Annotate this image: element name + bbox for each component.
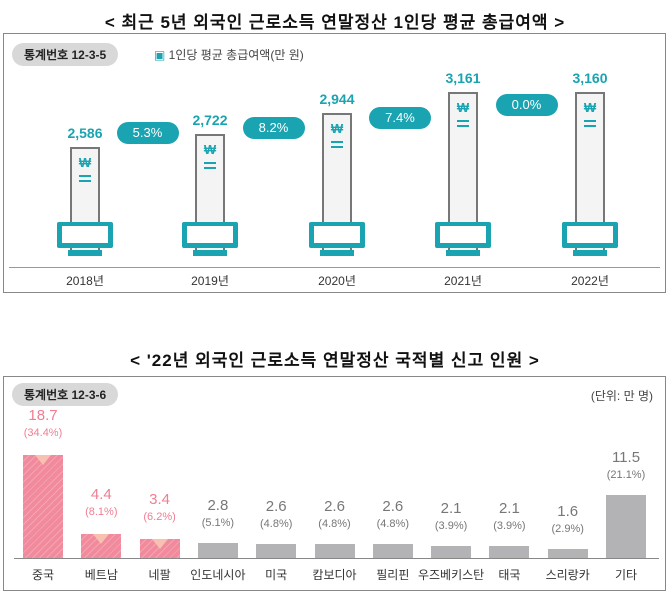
year-label: 2022년	[571, 274, 609, 288]
growth-pill: 0.0%	[495, 94, 558, 116]
category-label: 네팔	[148, 568, 171, 582]
pointer-marker	[35, 455, 51, 465]
stat-number-badge: 통계번호 12-3-5	[12, 43, 119, 66]
stat-number-badge: 통계번호 12-3-6	[12, 383, 119, 406]
category-label: 인도네시아	[190, 568, 246, 582]
value-label: 18.7	[28, 407, 58, 424]
value-label: 2.1	[498, 500, 520, 517]
monitor-stand	[573, 250, 607, 256]
share-label: (2.9%)	[551, 523, 584, 535]
receipt-line	[331, 141, 343, 143]
value-label: 2,722	[192, 112, 228, 128]
monitor-stand	[320, 250, 354, 256]
unit-label: (단위: 만 명)	[590, 389, 653, 403]
value-label: 4.4	[90, 486, 112, 503]
won-icon: ₩	[330, 121, 344, 136]
value-label: 3,160	[572, 70, 608, 86]
value-label: 11.5	[611, 449, 641, 466]
value-label: 3.4	[149, 491, 171, 508]
bar	[547, 549, 588, 558]
bar	[489, 546, 530, 558]
monitor-icon	[57, 222, 113, 248]
monitor-icon	[309, 222, 365, 248]
category-label: 중국	[31, 568, 55, 582]
receipt-line	[204, 162, 216, 164]
share-label: (4.8%)	[376, 518, 409, 530]
year-label: 2018년	[66, 274, 104, 288]
baseline	[9, 267, 660, 268]
receipt-line	[457, 125, 469, 127]
bar	[372, 544, 413, 558]
share-label: (34.4%)	[23, 427, 63, 439]
chart1-title: < 최근 5년 외국인 근로소득 연말정산 1인당 평균 총급여액 >	[104, 13, 566, 32]
share-label: (3.9%)	[434, 520, 468, 532]
receipt-line	[204, 167, 216, 169]
bar	[197, 543, 238, 558]
receipt-line	[79, 180, 91, 182]
won-icon: ₩	[78, 155, 92, 170]
pointer-marker	[151, 539, 168, 549]
value-label: 2.6	[265, 498, 287, 515]
bar	[256, 544, 297, 558]
bar	[431, 546, 472, 558]
monitor-receipt-icon: ▣	[154, 48, 169, 62]
monitor-icon	[435, 222, 491, 248]
growth-pill: 8.2%	[242, 117, 305, 139]
value-label: 2,944	[319, 91, 355, 107]
value-label: 2.6	[324, 498, 345, 515]
category-label: 우즈베키스탄	[417, 568, 485, 582]
receipt-line	[584, 125, 596, 127]
receipt-line	[331, 146, 343, 148]
bar	[23, 455, 63, 558]
won-icon: ₩	[583, 100, 597, 115]
share-label: (8.1%)	[85, 506, 118, 518]
won-icon: ₩	[456, 100, 470, 115]
share-label: (3.9%)	[493, 520, 526, 532]
category-label: 필리핀	[376, 568, 410, 582]
monitor-stand	[446, 250, 480, 256]
monitor-icon	[562, 222, 618, 248]
category-label: 스리랑카	[545, 568, 590, 582]
share-label: (4.8%)	[318, 518, 351, 530]
share-label: (5.1%)	[201, 517, 235, 529]
monitor-stand	[68, 250, 102, 256]
category-label: 기타	[614, 568, 638, 582]
share-label: (21.1%)	[606, 469, 646, 481]
baseline	[14, 558, 659, 559]
value-label: 1.6	[557, 503, 579, 520]
category-label: 미국	[265, 568, 288, 582]
pointer-marker	[93, 534, 110, 544]
bar	[606, 495, 646, 558]
year-label: 2019년	[191, 274, 229, 288]
value-label: 2,586	[67, 125, 103, 141]
category-label: 베트남	[84, 568, 118, 582]
year-label: 2021년	[444, 274, 482, 288]
share-label: (4.8%)	[259, 518, 293, 530]
monitor-stand	[193, 250, 227, 256]
year-label: 2020년	[318, 274, 356, 288]
value-label: 3,161	[445, 70, 481, 86]
category-label: 태국	[498, 568, 521, 582]
share-label: (6.2%)	[143, 511, 176, 523]
value-label: 2.6	[382, 498, 404, 515]
monitor-icon	[182, 222, 238, 248]
won-icon: ₩	[203, 142, 217, 157]
value-label: 2.8	[207, 497, 229, 514]
receipt-line	[457, 120, 469, 122]
bar	[314, 544, 355, 558]
legend-label: 1인당 평균 총급여액(만 원)	[168, 48, 304, 62]
value-label: 2.1	[440, 500, 462, 517]
growth-pill: 5.3%	[116, 122, 179, 144]
receipt-line	[79, 175, 91, 177]
receipt-line	[584, 120, 596, 122]
category-label: 캄보디아	[312, 568, 357, 582]
legend: ▣ 1인당 평균 총급여액(만 원)	[154, 46, 304, 63]
chart2-title: < '22년 외국인 근로소득 연말정산 국적별 신고 인원 >	[130, 351, 540, 370]
growth-pill: 7.4%	[369, 107, 431, 129]
